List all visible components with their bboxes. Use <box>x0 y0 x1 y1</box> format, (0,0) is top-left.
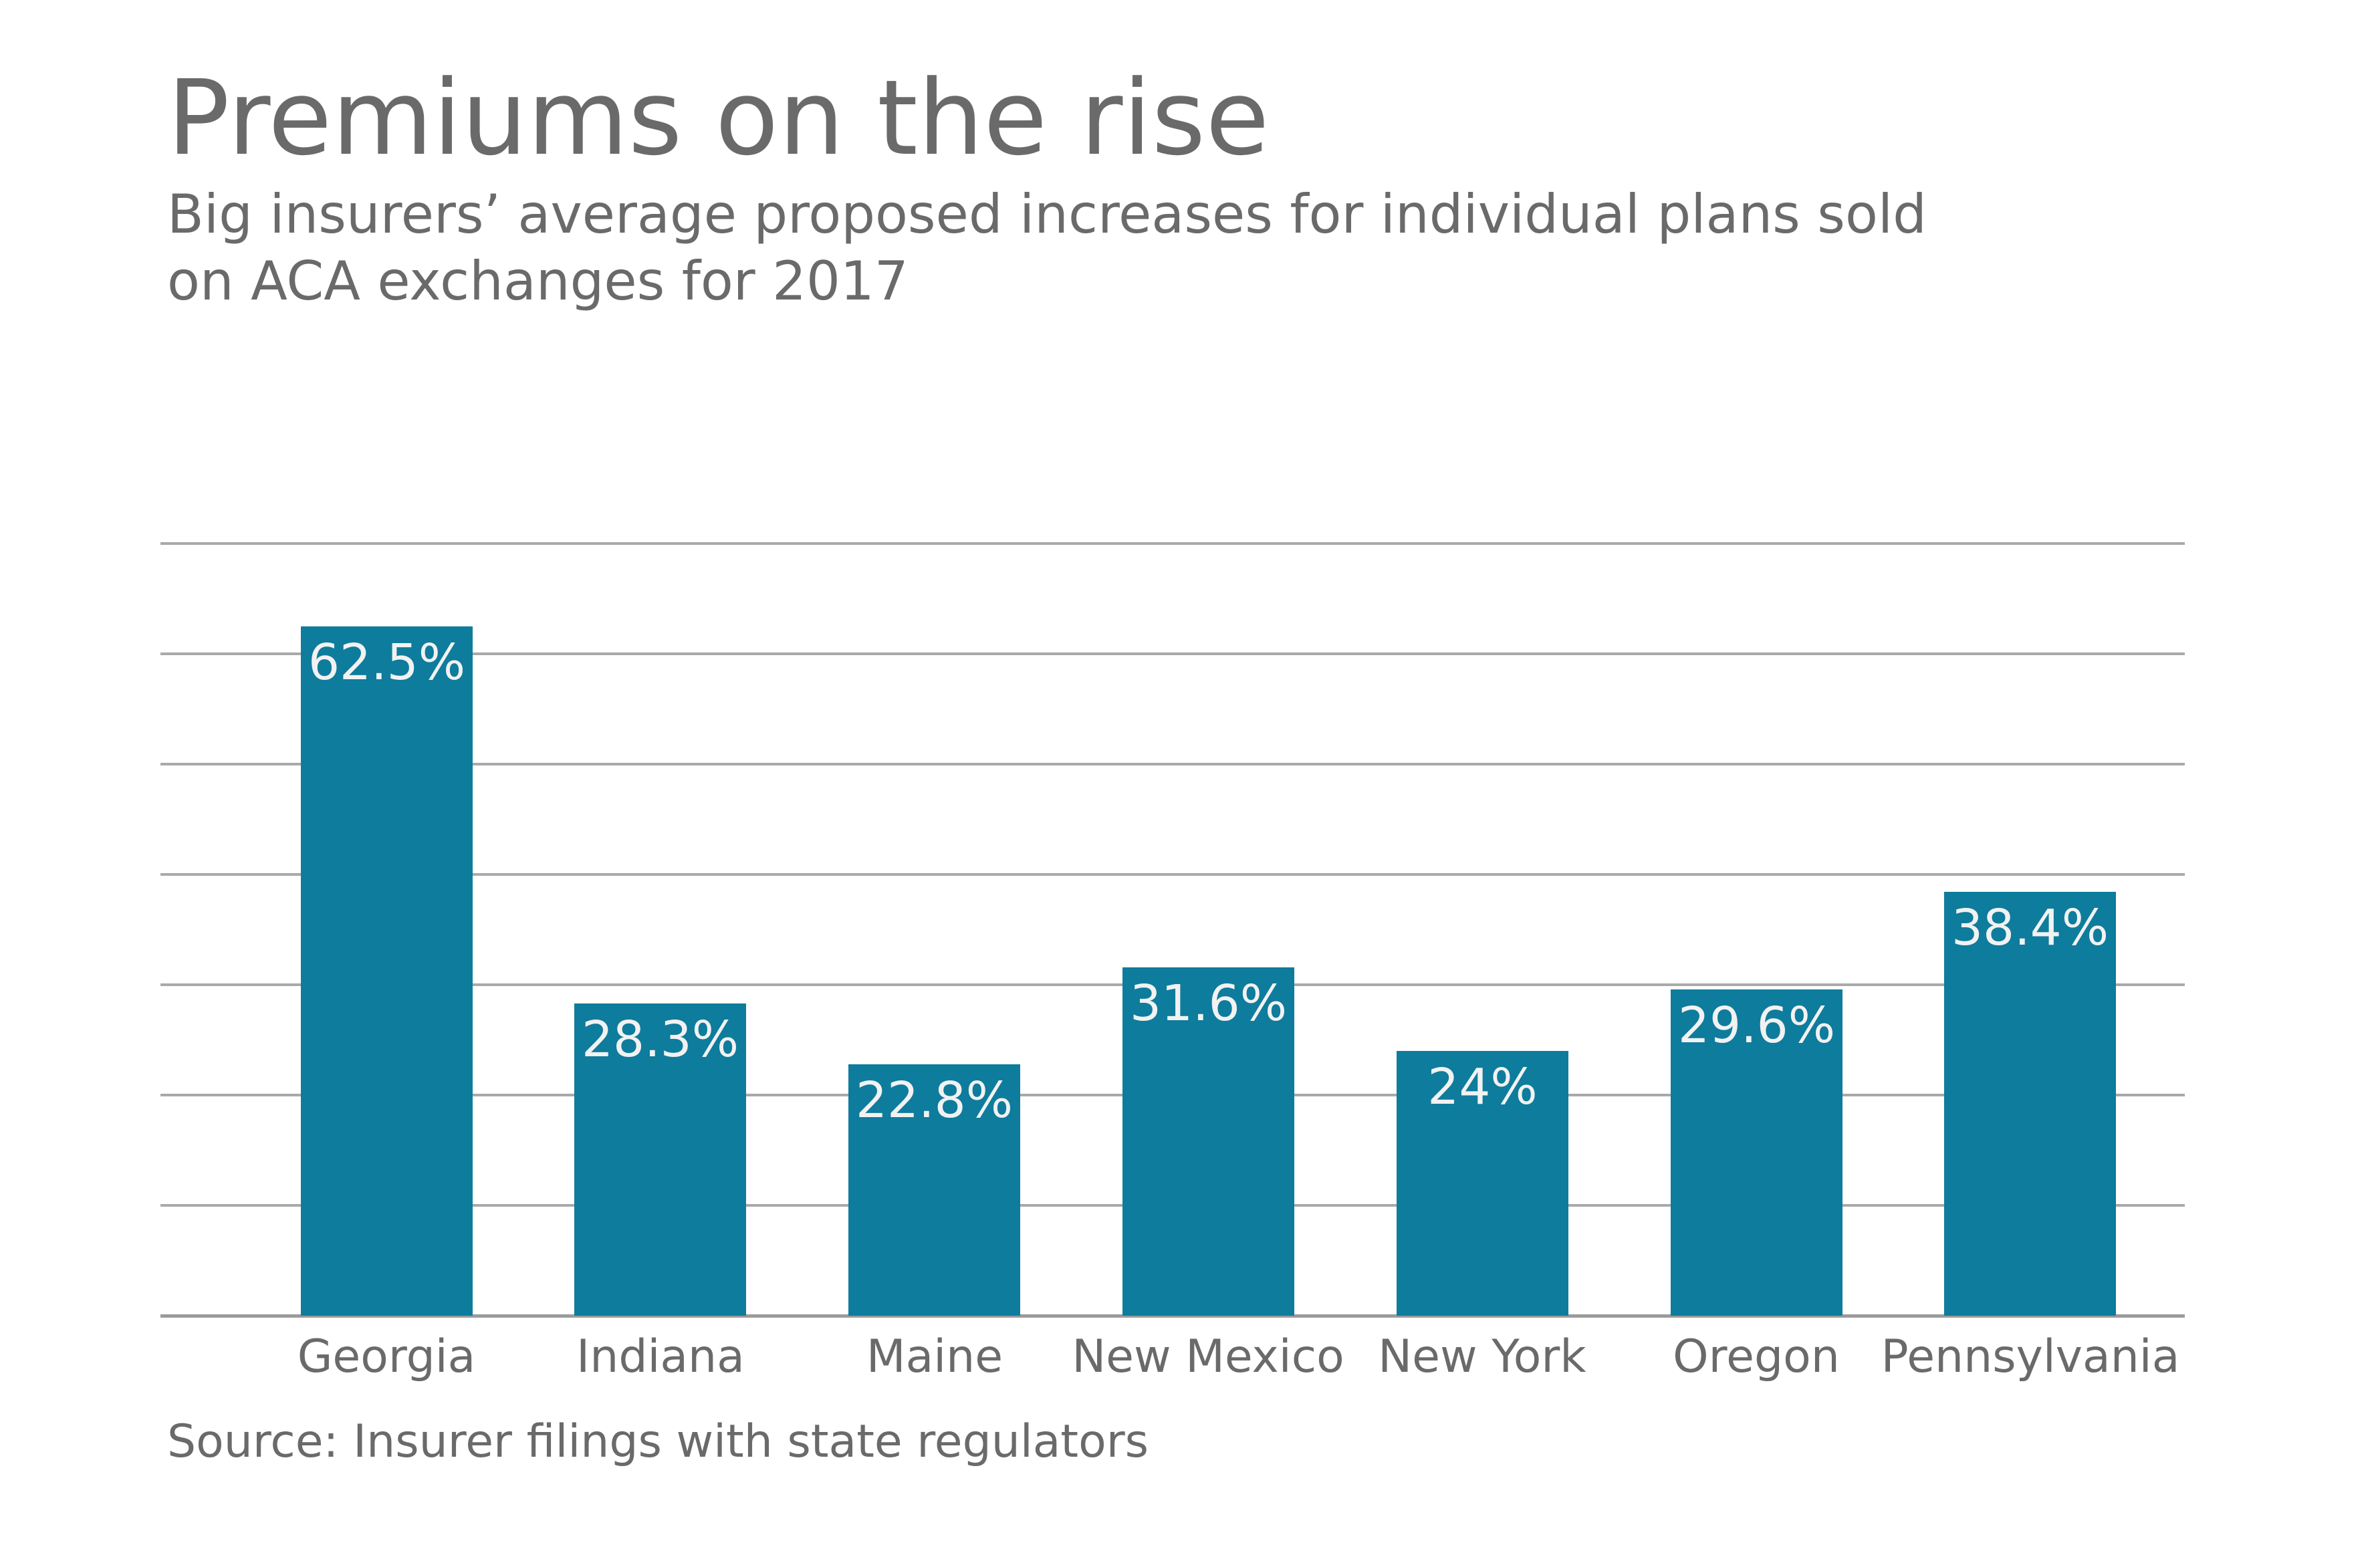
gridline <box>160 763 2185 765</box>
source-note: Source: Insurer filings with state regul… <box>167 1415 1149 1468</box>
chart-subtitle: Big insurers’ average proposed increases… <box>167 181 1927 315</box>
bar-value-label: 22.8% <box>855 1072 1014 1129</box>
x-axis-label: Indiana <box>576 1330 745 1383</box>
x-axis-label: Georgia <box>297 1330 476 1383</box>
chart-title: Premiums on the rise <box>167 57 1270 178</box>
bar-value-label: 31.6% <box>1129 975 1288 1032</box>
x-axis-label: Maine <box>866 1330 1003 1383</box>
chart-subtitle-line-1: Big insurers’ average proposed increases… <box>167 183 1927 245</box>
bar-new-york: 24% <box>1397 1051 1568 1316</box>
bar-maine: 22.8% <box>848 1064 1020 1316</box>
bar-value-label: 29.6% <box>1677 997 1836 1054</box>
bar-pennsylvania: 38.4% <box>1944 892 2116 1316</box>
x-axis-label: Oregon <box>1673 1330 1840 1383</box>
bar-oregon: 29.6% <box>1671 989 1842 1316</box>
bar-indiana: 28.3% <box>574 1003 746 1316</box>
gridline <box>160 652 2185 655</box>
bar-value-label: 62.5% <box>308 634 466 691</box>
bar-value-label: 28.3% <box>581 1011 739 1068</box>
bar-new-mexico: 31.6% <box>1122 967 1294 1316</box>
x-axis-label: Pennsylvania <box>1881 1330 2180 1383</box>
bar-georgia: 62.5% <box>301 626 473 1316</box>
bar-value-label: 38.4% <box>1951 899 2109 957</box>
gridline <box>160 873 2185 876</box>
x-axis-label: New York <box>1378 1330 1586 1383</box>
bar-value-label: 24% <box>1427 1058 1538 1116</box>
x-axis-line <box>160 1314 2185 1318</box>
chart-subtitle-line-2: on ACA exchanges for 2017 <box>167 250 909 312</box>
gridline <box>160 542 2185 545</box>
x-axis-label: New Mexico <box>1072 1330 1344 1383</box>
